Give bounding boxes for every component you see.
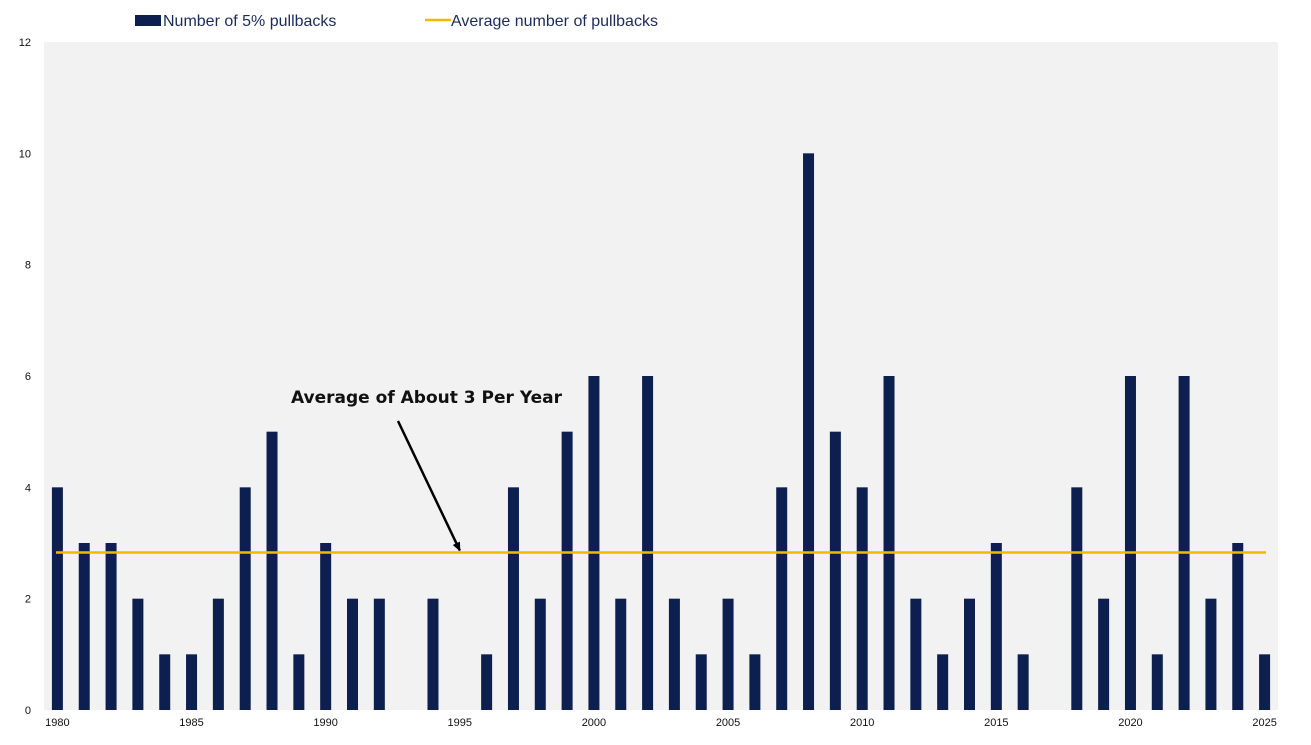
bar-2023 xyxy=(1205,598,1217,710)
bar-series xyxy=(51,153,1271,710)
bar-1985 xyxy=(186,654,198,710)
bar-2007 xyxy=(776,487,788,710)
annotation-label: Average of About 3 Per Year xyxy=(291,388,563,408)
bar-1983 xyxy=(132,598,144,710)
x-tick-label-1990: 1990 xyxy=(313,717,337,729)
y-tick-label-0: 0 xyxy=(25,705,31,717)
bar-1994 xyxy=(427,598,439,710)
bar-2020 xyxy=(1124,376,1136,710)
bar-1997 xyxy=(507,487,519,710)
annotation-arrow xyxy=(396,420,461,552)
y-tick-label-8: 8 xyxy=(25,260,31,272)
y-tick-label-10: 10 xyxy=(19,148,31,160)
bar-2009 xyxy=(829,431,841,710)
x-tick-label-2020: 2020 xyxy=(1118,717,1142,729)
bar-2005 xyxy=(722,598,734,710)
legend-label-pullbacks: Number of 5% pullbacks xyxy=(163,13,336,30)
bar-1986 xyxy=(212,598,224,710)
bar-1991 xyxy=(347,598,358,710)
bar-2014 xyxy=(964,598,975,710)
bar-2012 xyxy=(910,598,922,710)
x-axis-ticks: 1980 1985 1990 1995 2000 2005 2010 2015 2020 2025 xyxy=(45,717,1277,729)
bar-2002 xyxy=(642,376,654,710)
y-tick-label-12: 12 xyxy=(19,37,31,49)
bar-2003 xyxy=(668,598,680,710)
bar-2018 xyxy=(1071,487,1083,710)
bar-2013 xyxy=(937,654,949,710)
bar-2010 xyxy=(856,487,868,710)
bar-1989 xyxy=(293,654,305,710)
y-tick-label-6: 6 xyxy=(25,371,31,383)
bar-1982 xyxy=(105,543,117,710)
x-tick-label-2025: 2025 xyxy=(1252,717,1276,729)
bar-2011 xyxy=(883,376,895,710)
bar-1987 xyxy=(239,487,251,710)
x-tick-label-1985: 1985 xyxy=(179,717,203,729)
bar-2016 xyxy=(1017,654,1029,710)
bar-2000 xyxy=(588,376,600,710)
x-tick-label-2010: 2010 xyxy=(850,717,874,729)
bar-1998 xyxy=(534,598,546,710)
bar-2001 xyxy=(615,598,627,710)
bar-2015 xyxy=(990,543,1002,710)
bar-1999 xyxy=(561,431,573,710)
bar-1990 xyxy=(320,543,332,710)
legend: Number of 5% pullbacks Average number of… xyxy=(135,13,658,30)
bar-2024 xyxy=(1232,543,1244,710)
y-axis-ticks: 0 2 4 6 8 10 12 xyxy=(19,37,31,717)
bar-2008 xyxy=(803,153,815,710)
bar-1981 xyxy=(78,543,90,710)
bar-2019 xyxy=(1098,598,1110,710)
bar-1984 xyxy=(159,654,171,710)
bar-1988 xyxy=(266,431,278,710)
bar-2022 xyxy=(1178,376,1190,710)
legend-label-average: Average number of pullbacks xyxy=(451,13,658,30)
bar-1992 xyxy=(373,598,385,710)
x-tick-label-2005: 2005 xyxy=(716,717,740,729)
x-tick-label-2000: 2000 xyxy=(582,717,606,729)
bar-2006 xyxy=(749,654,761,710)
bar-2004 xyxy=(695,654,707,710)
x-tick-label-1995: 1995 xyxy=(448,717,472,729)
y-tick-label-2: 2 xyxy=(25,594,31,606)
bar-1996 xyxy=(481,654,493,710)
bar-2025 xyxy=(1259,654,1271,710)
x-tick-label-2015: 2015 xyxy=(984,717,1008,729)
plot-area xyxy=(44,42,1278,710)
x-tick-label-1980: 1980 xyxy=(45,717,69,729)
bar-1980 xyxy=(51,487,63,710)
y-tick-label-4: 4 xyxy=(25,482,31,494)
bar-2021 xyxy=(1151,654,1163,710)
legend-swatch-pullbacks xyxy=(135,15,161,26)
